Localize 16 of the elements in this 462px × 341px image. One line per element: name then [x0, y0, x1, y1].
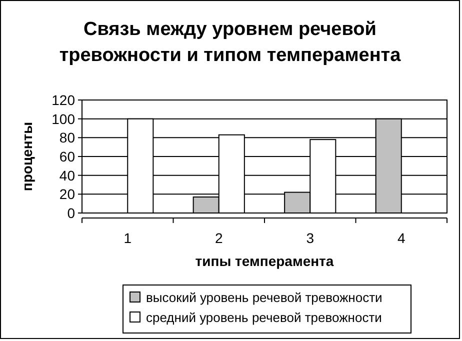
y-tick-label: 80 [59, 130, 76, 146]
legend-label: средний уровень речевой тревожности [146, 310, 382, 325]
y-tick-label: 0 [67, 205, 76, 221]
y-tick-label: 60 [59, 148, 76, 164]
chart-title: Связь между уровнем речевой тревожности и типом темперамента [59, 19, 402, 66]
legend-label: высокий уровень речевой тревожности [146, 290, 382, 305]
y-tick-label: 100 [52, 110, 76, 127]
x-tick-label: 2 [214, 230, 223, 246]
x-axis-title: типы темперамента [195, 253, 334, 269]
y-tick-label: 40 [59, 167, 76, 184]
x-tick-label: 3 [306, 230, 314, 246]
x-tick-label: 1 [124, 230, 132, 246]
x-tick-label: 4 [397, 230, 406, 246]
y-tick-label: 120 [52, 92, 76, 108]
y-tick-label: 20 [59, 186, 76, 202]
y-axis-title: проценты [19, 122, 35, 192]
